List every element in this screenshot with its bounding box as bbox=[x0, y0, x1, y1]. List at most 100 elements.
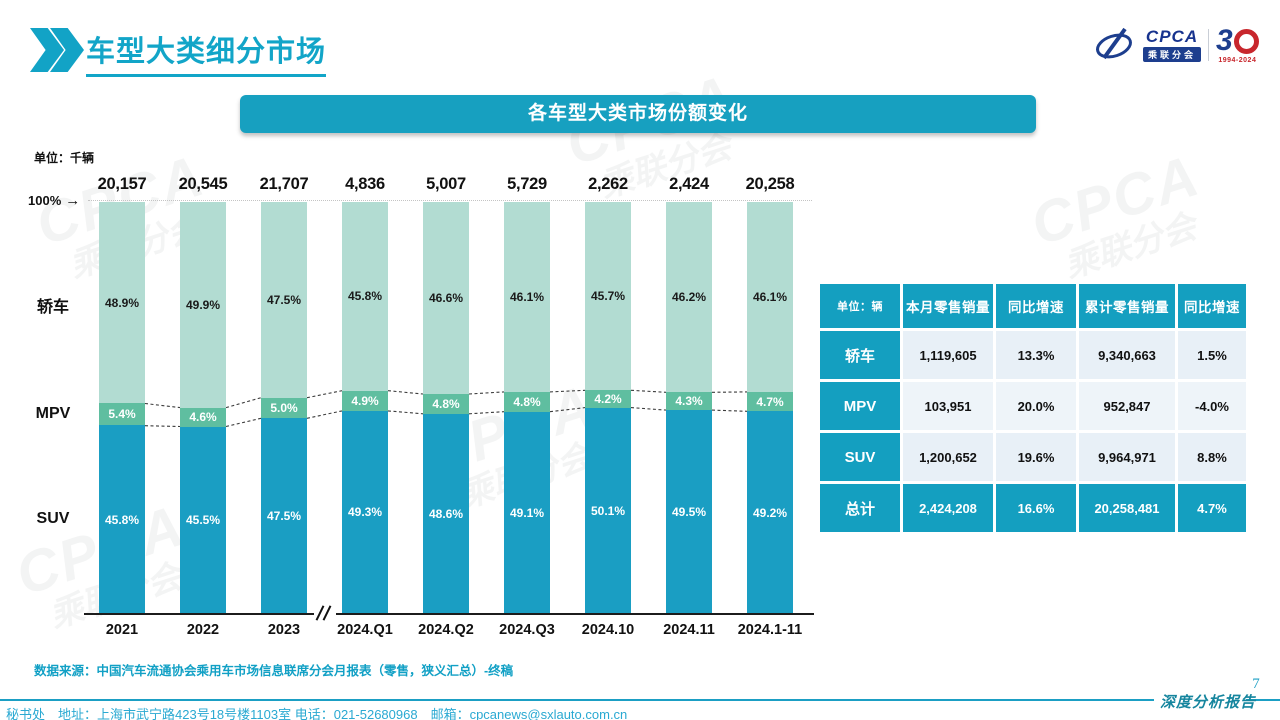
bar-segment-轿车: 47.5% bbox=[261, 202, 307, 398]
bar-total-label: 21,707 bbox=[259, 175, 309, 193]
table-cell: 8.8% bbox=[1178, 433, 1246, 481]
100-percent-text: 100% bbox=[28, 193, 62, 208]
segment-value-label: 50.1% bbox=[590, 503, 626, 518]
bar-segment-轿车: 48.9% bbox=[99, 202, 145, 404]
x-axis-tick-label: 2022 bbox=[186, 622, 220, 638]
segment-value-label: 49.3% bbox=[347, 505, 383, 520]
segment-value-label: 48.6% bbox=[428, 506, 464, 521]
watermark-text: 乘联分会 bbox=[1059, 207, 1201, 286]
page-number: 7 bbox=[1252, 676, 1260, 692]
segment-value-label: 4.2% bbox=[594, 391, 622, 406]
stacked-bar: 46.2% 4.3% 49.5% bbox=[666, 202, 712, 614]
axis-break-mark bbox=[314, 604, 336, 623]
table-cell: 9,340,663 bbox=[1079, 331, 1175, 379]
bar-segment-SUV: 49.5% bbox=[666, 409, 712, 614]
segment-value-label: 4.6% bbox=[189, 410, 217, 425]
bar-total-label: 20,157 bbox=[97, 175, 147, 193]
stacked-bar: 46.1% 4.7% 49.2% bbox=[747, 202, 793, 614]
bar-segment-SUV: 48.6% bbox=[423, 413, 469, 614]
bar-total-label: 5,729 bbox=[507, 175, 547, 193]
bar-segment-SUV: 50.1% bbox=[585, 407, 631, 614]
bar-segment-SUV: 49.2% bbox=[747, 411, 793, 614]
footer-divider-line bbox=[0, 699, 1154, 701]
stacked-bar: 45.8% 4.9% 49.3% bbox=[342, 202, 388, 614]
stacked-bar: 48.9% 5.4% 45.8% bbox=[99, 202, 145, 614]
table-column-header: 同比增速 bbox=[1178, 284, 1246, 328]
bar-segment-SUV: 45.8% bbox=[99, 425, 145, 614]
watermark-text: CPCA bbox=[1023, 142, 1208, 258]
segment-value-label: 46.2% bbox=[671, 290, 707, 305]
stacked-bar-chart: 48.9% 5.4% 45.8% 20,157 2021 49.9% 4.6% 45… bbox=[88, 175, 812, 638]
segment-value-label: 49.2% bbox=[752, 505, 788, 520]
bar-segment-轿车: 46.1% bbox=[747, 202, 793, 392]
anniversary-30-logo: 3 1994-2024 bbox=[1216, 26, 1259, 64]
segment-value-label: 49.1% bbox=[509, 505, 545, 520]
bar-segment-MPV: 4.7% bbox=[747, 391, 793, 412]
segment-value-label: 48.9% bbox=[104, 295, 140, 310]
anniversary-ring-icon bbox=[1233, 29, 1259, 54]
x-axis-tick-label: 2024.Q3 bbox=[499, 622, 555, 638]
table-cell: 2,424,208 bbox=[903, 484, 993, 532]
logo-divider bbox=[1208, 29, 1210, 61]
100-percent-gridline bbox=[88, 200, 812, 201]
page-title: 车型大类细分市场 bbox=[86, 28, 327, 77]
stacked-bar: 46.6% 4.8% 48.6% bbox=[423, 202, 469, 614]
bar-total-label: 5,007 bbox=[426, 175, 466, 193]
table-cell: 13.3% bbox=[996, 331, 1076, 379]
table-column-header: 本月零售销量 bbox=[903, 284, 993, 328]
footer-contact-info: 秘书处 地址：上海市武宁路423号18号楼1103室 电话：021-526809… bbox=[6, 707, 628, 720]
watermark-text: 乘联分会 bbox=[594, 127, 736, 206]
chart-unit-label: 单位：千辆 bbox=[34, 151, 95, 165]
table-cell: 952,847 bbox=[1079, 382, 1175, 430]
axis-break-slash bbox=[322, 605, 332, 621]
cpca-logo: CPCA 乘联分会 3 1994-2024 bbox=[1094, 26, 1259, 64]
table-column-header: 累计零售销量 bbox=[1079, 284, 1175, 328]
bar-segment-轿车: 49.9% bbox=[180, 202, 226, 408]
bar-segment-轿车: 45.8% bbox=[342, 202, 388, 391]
x-axis-tick-label: 2024.Q1 bbox=[337, 622, 393, 638]
stacked-bar: 46.1% 4.8% 49.1% bbox=[504, 202, 550, 614]
bar-segment-SUV: 49.1% bbox=[504, 411, 550, 614]
segment-value-label: 4.8% bbox=[432, 396, 460, 411]
bar-segment-MPV: 4.2% bbox=[585, 390, 631, 408]
table-cell: 4.7% bbox=[1178, 484, 1246, 532]
x-axis-line bbox=[84, 613, 814, 615]
table-row-label-MPV: MPV bbox=[820, 382, 900, 430]
stacked-bar: 47.5% 5.0% 47.5% bbox=[261, 202, 307, 614]
stacked-bar: 45.7% 4.2% 50.1% bbox=[585, 202, 631, 614]
table-row-label-SUV: SUV bbox=[820, 433, 900, 481]
data-source-note: 数据来源：中国汽车流通协会乘用车市场信息联席分会月报表（零售，狭义汇总）-终稿 bbox=[34, 664, 514, 678]
bar-segment-MPV: 4.9% bbox=[342, 390, 388, 411]
segment-value-label: 4.3% bbox=[675, 394, 703, 409]
table-column-header: 同比增速 bbox=[996, 284, 1076, 328]
segment-value-label: 45.7% bbox=[590, 289, 626, 304]
cpca-swoosh-icon bbox=[1096, 27, 1132, 60]
cpca-wordmark: CPCA 乘联分会 bbox=[1143, 28, 1202, 62]
x-axis-tick-label: 2023 bbox=[267, 622, 301, 638]
bar-segment-SUV: 47.5% bbox=[261, 418, 307, 614]
anniversary-digit: 3 bbox=[1216, 24, 1233, 57]
table-row-label-轿车: 轿车 bbox=[820, 331, 900, 379]
bar-total-label: 20,545 bbox=[178, 175, 228, 193]
retail-sales-table: 单位：辆 本月零售销量 同比增速 累计零售销量 同比增速 轿车 1,119,605 13.3%… bbox=[820, 284, 1246, 532]
table-unit-header: 单位：辆 bbox=[820, 284, 900, 328]
bar-segment-MPV: 4.6% bbox=[180, 407, 226, 427]
bar-segment-MPV: 4.3% bbox=[666, 392, 712, 410]
table-cell: 9,964,971 bbox=[1079, 433, 1175, 481]
bar-segment-MPV: 4.8% bbox=[423, 394, 469, 414]
table-cell: 1,200,652 bbox=[903, 433, 993, 481]
footer-divider-line bbox=[1246, 699, 1280, 701]
bar-segment-MPV: 5.4% bbox=[99, 403, 145, 426]
table-cell: 1.5% bbox=[1178, 331, 1246, 379]
table-cell: -4.0% bbox=[1178, 382, 1246, 430]
arrow-right-icon: → bbox=[65, 192, 81, 209]
table-cell: 1,119,605 bbox=[903, 331, 993, 379]
series-label-轿车: 轿车 bbox=[36, 299, 69, 316]
bar-segment-SUV: 49.3% bbox=[342, 410, 388, 614]
table-cell: 16.6% bbox=[996, 484, 1076, 532]
segment-value-label: 47.5% bbox=[266, 509, 302, 524]
chart-title-banner: 各车型大类市场份额变化 bbox=[240, 95, 1036, 133]
bar-segment-轿车: 45.7% bbox=[585, 202, 631, 391]
segment-value-label: 46.1% bbox=[509, 289, 545, 304]
